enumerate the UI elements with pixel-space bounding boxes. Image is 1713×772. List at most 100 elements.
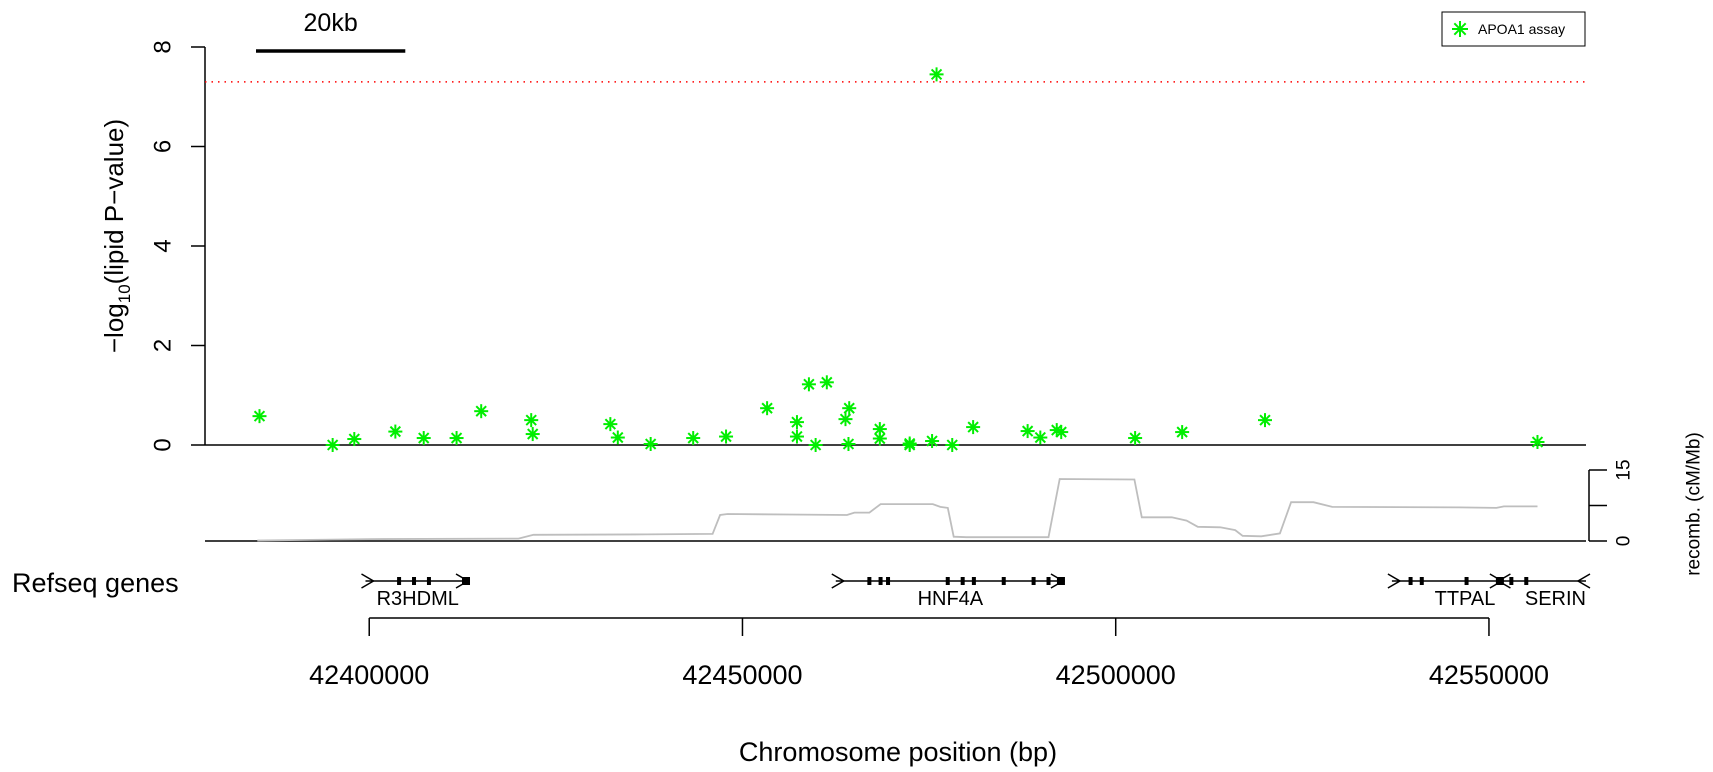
- y-axis-title-subscript: 10: [115, 284, 134, 303]
- gene-label: TTPAL: [1435, 588, 1496, 610]
- data-point: [1530, 435, 1545, 450]
- data-point: [902, 438, 917, 452]
- gene-exon: [867, 577, 872, 585]
- marker-stroke: [1259, 414, 1271, 426]
- y-tick-label: 0: [150, 438, 177, 451]
- gene-exon: [412, 577, 417, 585]
- data-point: [1128, 431, 1143, 446]
- marker-stroke: [926, 435, 938, 447]
- data-point: [925, 434, 940, 449]
- gene-strand-arrow: [1576, 573, 1591, 589]
- gene-track: R3HDML HNF4A TTPAL SERIN: [361, 573, 1591, 610]
- marker-stroke: [253, 410, 266, 422]
- marker-stroke: [1176, 426, 1188, 438]
- y-tick-label: 8: [150, 40, 177, 53]
- y-tick-label: 6: [150, 140, 177, 153]
- marker-stroke: [821, 376, 833, 388]
- x-tick-label: 42400000: [309, 660, 429, 690]
- gene-exon: [878, 577, 883, 585]
- data-point: [929, 67, 944, 82]
- gene-exon: [1524, 577, 1529, 585]
- y-axis-title-prefix: −log: [99, 303, 129, 353]
- marker-stroke: [967, 421, 979, 433]
- marker-stroke: [475, 405, 487, 417]
- data-point: [966, 420, 981, 435]
- data-point: [347, 432, 362, 447]
- gene-exon: [1046, 577, 1051, 585]
- data-point: [388, 424, 403, 439]
- marker-stroke: [803, 378, 815, 390]
- x-tick-label: 42450000: [682, 660, 802, 690]
- marker-stroke: [791, 430, 803, 443]
- gene-end-block: [462, 577, 471, 585]
- gene-exon: [886, 577, 891, 585]
- gene-exon: [1001, 577, 1006, 585]
- gene-ttpal: TTPAL: [1387, 573, 1504, 610]
- marker-stroke: [946, 439, 958, 451]
- legend-label: APOA1 assay: [1478, 21, 1565, 37]
- marker-stroke: [1021, 425, 1034, 437]
- recombination-line: [257, 478, 1538, 542]
- marker-stroke: [874, 432, 886, 445]
- marker-stroke: [1051, 424, 1063, 436]
- recombination-axis-title: recomb. (cM/Mb): [1684, 432, 1705, 576]
- data-point: [416, 431, 431, 446]
- data-point: [719, 429, 734, 444]
- marker-stroke: [1453, 22, 1467, 36]
- data-point: [610, 430, 625, 445]
- legend: APOA1 assay: [1441, 11, 1586, 47]
- gene-exon: [971, 577, 976, 585]
- data-point: [872, 431, 887, 446]
- gene-strand-arrow: [361, 573, 375, 589]
- recombination-tick-label: 0: [1614, 536, 1635, 547]
- y-tick-label: 4: [150, 239, 177, 252]
- y-axis-title-suffix: (lipid P−value): [99, 119, 129, 284]
- gene-serin: SERIN: [1496, 573, 1591, 610]
- marker-stroke: [720, 430, 732, 443]
- gene-exon: [1464, 577, 1469, 585]
- legend-marker: [1452, 21, 1468, 37]
- marker-stroke: [687, 432, 699, 444]
- gene-track-label: Refseq genes: [12, 568, 179, 598]
- marker-stroke: [389, 425, 402, 438]
- data-point: [525, 427, 540, 442]
- x-tick-label: 42550000: [1429, 660, 1549, 690]
- data-point: [686, 431, 701, 446]
- marker-stroke: [761, 402, 773, 414]
- data-point: [841, 437, 856, 452]
- marker-stroke: [612, 431, 624, 444]
- gene-strand-arrow: [1387, 573, 1402, 589]
- marker-stroke: [527, 428, 539, 440]
- gene-hnf4a: HNF4A: [831, 573, 1065, 610]
- gene-end-arrow: [1496, 573, 1511, 589]
- gene-exon: [1419, 577, 1424, 585]
- marker-stroke: [839, 413, 852, 425]
- gene-exon: [397, 577, 402, 585]
- gene-label: SERIN: [1525, 588, 1586, 610]
- marker-stroke: [450, 432, 463, 444]
- data-point: [325, 438, 340, 452]
- x-tick-label: 42500000: [1056, 660, 1176, 690]
- scale-bar-label: 20kb: [304, 9, 358, 37]
- marker-stroke: [1531, 436, 1544, 448]
- gene-exon: [1509, 577, 1514, 585]
- marker-stroke: [326, 439, 339, 451]
- gene-end-block: [1056, 577, 1065, 585]
- marker-stroke: [1129, 432, 1141, 444]
- marker-stroke: [874, 423, 886, 435]
- marker-stroke: [1034, 431, 1046, 444]
- gene-exon: [1031, 577, 1036, 585]
- gene-exon: [1408, 577, 1413, 585]
- data-point: [945, 438, 960, 452]
- gene-exon: [426, 577, 431, 585]
- recombination-tick-label: 15: [1614, 459, 1635, 480]
- gene-r3hdml: R3HDML: [361, 573, 471, 610]
- data-point: [842, 401, 857, 416]
- marker-stroke: [644, 438, 657, 450]
- data-point: [1054, 425, 1069, 440]
- data-point: [643, 437, 658, 452]
- data-point: [838, 412, 853, 427]
- marker-stroke: [525, 414, 537, 426]
